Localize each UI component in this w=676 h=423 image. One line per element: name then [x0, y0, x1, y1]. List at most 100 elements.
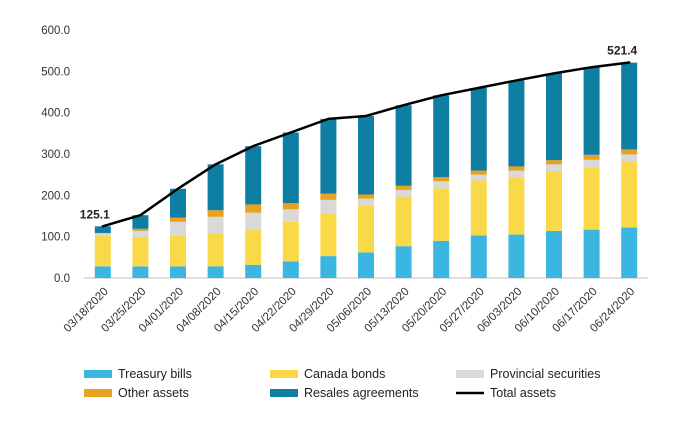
bar-segment-resales-agreements	[94, 226, 111, 233]
bar-segment-provincial-securities	[282, 209, 299, 222]
bar-segment-provincial-securities	[546, 164, 562, 171]
bar-segment-resales-agreements	[508, 80, 525, 167]
bar-segment-other-assets	[282, 203, 299, 210]
bar-segment-other-assets	[320, 193, 337, 200]
bar-segment-resales-agreements	[433, 95, 450, 178]
bar-segment-canada-bonds	[508, 177, 525, 235]
bar-segment-treasury-bills	[170, 266, 186, 278]
x-axis: 03/18/202003/25/202004/01/202004/08/2020…	[62, 277, 648, 335]
bar-segment-other-assets	[508, 166, 525, 171]
bar-segment-treasury-bills	[433, 240, 450, 278]
bar-segment-canada-bonds	[282, 221, 299, 262]
y-tick-label: 100.0	[41, 232, 70, 244]
bar-segment-resales-agreements	[170, 188, 186, 218]
bar-segment-treasury-bills	[245, 264, 262, 278]
bar-segment-other-assets	[395, 185, 412, 190]
y-tick-label: 0.0	[54, 273, 70, 285]
bar-segment-canada-bonds	[320, 213, 337, 257]
bar-segment-treasury-bills	[358, 252, 374, 278]
bar-segment-treasury-bills	[94, 266, 111, 278]
bar-segment-treasury-bills	[320, 256, 337, 278]
bar-segment-canada-bonds	[245, 229, 262, 265]
bar-segment-resales-agreements	[546, 73, 562, 161]
bar-segment-provincial-securities	[245, 212, 262, 230]
bar-segment-other-assets	[621, 149, 638, 155]
legend-label: Canada bonds	[304, 367, 385, 381]
bar-segment-other-assets	[358, 194, 374, 199]
bar-segment-provincial-securities	[132, 230, 149, 237]
y-tick-label: 400.0	[41, 108, 70, 120]
bar-segment-treasury-bills	[207, 266, 224, 278]
y-tick-label: 200.0	[41, 190, 70, 202]
bar-segment-provincial-securities	[583, 159, 600, 168]
bar-segment-resales-agreements	[470, 87, 487, 171]
bar-segment-treasury-bills	[546, 230, 562, 278]
bar-segment-other-assets	[132, 228, 149, 231]
bar-segment-resales-agreements	[358, 115, 374, 195]
legend-swatch	[84, 389, 112, 397]
y-tick-label: 300.0	[41, 149, 70, 161]
bar-segment-other-assets	[546, 160, 562, 165]
bar-segment-other-assets	[170, 217, 186, 222]
legend-item: Treasury bills	[84, 367, 192, 381]
bar-segment-other-assets	[583, 154, 600, 160]
bar-segment-provincial-securities	[470, 174, 487, 181]
bar-segment-other-assets	[207, 210, 224, 217]
bar-segment-canada-bonds	[358, 205, 374, 253]
legend-label: Resales agreements	[304, 386, 419, 400]
bar-segment-provincial-securities	[433, 181, 450, 189]
legend-label: Other assets	[118, 386, 189, 400]
bar-segment-treasury-bills	[470, 235, 487, 278]
bar-segment-provincial-securities	[207, 216, 224, 234]
bar-segment-treasury-bills	[132, 266, 149, 278]
bar-segment-other-assets	[245, 204, 262, 213]
bar-segment-other-assets	[470, 170, 487, 175]
legend-item: Resales agreements	[270, 386, 419, 400]
bar-segment-resales-agreements	[583, 67, 600, 155]
legend-item: Other assets	[84, 386, 189, 400]
bar-segment-resales-agreements	[282, 132, 299, 204]
bar-segment-provincial-securities	[170, 221, 186, 236]
bar-segment-canada-bonds	[433, 188, 450, 241]
y-tick-label: 500.0	[41, 66, 70, 78]
bar-segment-resales-agreements	[621, 62, 638, 150]
legend-item: Total assets	[456, 386, 556, 400]
bar-segment-treasury-bills	[621, 227, 638, 278]
bar-segment-treasury-bills	[583, 229, 600, 278]
bar-segment-resales-agreements	[395, 105, 412, 186]
total-assets-line	[101, 61, 631, 228]
legend-label: Treasury bills	[118, 367, 192, 381]
bar-segment-resales-agreements	[207, 164, 224, 211]
annotations-group: 125.1 521.4	[80, 43, 638, 221]
legend-item: Provincial securities	[456, 367, 600, 381]
total-assets-line-group	[101, 61, 631, 228]
bar-segment-resales-agreements	[245, 146, 262, 205]
bar-segment-treasury-bills	[508, 234, 525, 278]
bar-segment-treasury-bills	[395, 246, 412, 278]
legend-swatch	[84, 370, 112, 378]
bar-segment-canada-bonds	[207, 233, 224, 267]
bar-segment-canada-bonds	[470, 180, 487, 236]
y-axis: 0.0 100.0 200.0 300.0 400.0 500.0 600.0	[41, 25, 70, 285]
legend-label: Provincial securities	[490, 367, 600, 381]
bar-segment-resales-agreements	[320, 118, 337, 194]
legend-swatch	[270, 370, 298, 378]
bar-segment-canada-bonds	[94, 235, 111, 267]
bar-segment-canada-bonds	[132, 236, 149, 267]
bars-group	[94, 62, 638, 278]
total-value-annotation: 125.1	[80, 207, 110, 221]
legend: Treasury bills Canada bonds Provincial sec…	[84, 367, 600, 400]
bar-segment-resales-agreements	[132, 215, 149, 229]
legend-swatch	[270, 389, 298, 397]
total-value-annotation: 521.4	[607, 43, 637, 57]
bar-segment-canada-bonds	[621, 161, 638, 228]
bar-segment-treasury-bills	[282, 261, 299, 278]
y-tick-label: 600.0	[41, 25, 70, 37]
legend-swatch	[456, 370, 484, 378]
legend-item: Canada bonds	[270, 367, 385, 381]
bar-segment-provincial-securities	[621, 154, 638, 162]
bar-segment-provincial-securities	[358, 198, 374, 206]
legend-label: Total assets	[490, 386, 556, 400]
bar-segment-canada-bonds	[395, 196, 412, 247]
